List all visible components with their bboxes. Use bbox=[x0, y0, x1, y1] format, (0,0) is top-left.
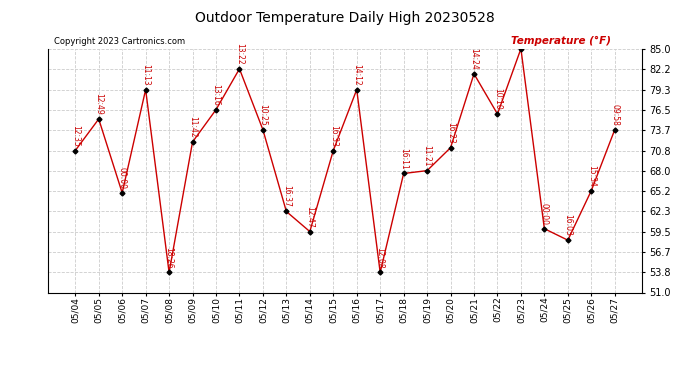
Text: 18:26: 18:26 bbox=[165, 247, 174, 268]
Text: 16:33: 16:33 bbox=[328, 124, 338, 146]
Text: 16:03: 16:03 bbox=[563, 214, 572, 236]
Text: 12:49: 12:49 bbox=[95, 93, 103, 115]
Text: 12:08: 12:08 bbox=[375, 247, 385, 268]
Text: 00:00: 00:00 bbox=[118, 166, 127, 189]
Text: 16:37: 16:37 bbox=[282, 186, 291, 207]
Text: 09:58: 09:58 bbox=[610, 104, 619, 126]
Text: 13:16: 13:16 bbox=[212, 84, 221, 105]
Text: 10:10: 10:10 bbox=[493, 88, 502, 110]
Text: 12:47: 12:47 bbox=[305, 206, 315, 227]
Text: 16:11: 16:11 bbox=[399, 148, 408, 170]
Text: 00:00: 00:00 bbox=[540, 202, 549, 225]
Text: 15:34: 15:34 bbox=[586, 165, 595, 186]
Text: 11:42: 11:42 bbox=[188, 116, 197, 138]
Text: 11:21: 11:21 bbox=[422, 145, 431, 166]
Text: 10:25: 10:25 bbox=[259, 104, 268, 126]
Text: 14:12: 14:12 bbox=[352, 64, 362, 86]
Text: 16:23: 16:23 bbox=[446, 122, 455, 144]
Text: Outdoor Temperature Daily High 20230528: Outdoor Temperature Daily High 20230528 bbox=[195, 11, 495, 25]
Text: 13:22: 13:22 bbox=[235, 43, 244, 64]
Text: 14:24: 14:24 bbox=[469, 48, 478, 70]
Text: Copyright 2023 Cartronics.com: Copyright 2023 Cartronics.com bbox=[55, 38, 186, 46]
Text: 11:13: 11:13 bbox=[141, 64, 150, 86]
Text: 12:35: 12:35 bbox=[71, 124, 80, 146]
Text: Temperature (°F): Temperature (°F) bbox=[511, 36, 611, 46]
